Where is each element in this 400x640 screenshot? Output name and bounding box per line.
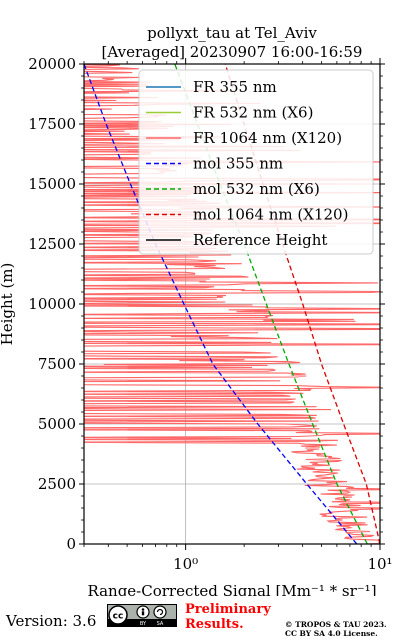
legend-label: Reference Height — [193, 231, 327, 249]
y-tick-label: 2500 — [38, 475, 76, 493]
y-tick-label: 12500 — [28, 235, 76, 253]
preliminary-line-2: Results. — [185, 617, 244, 632]
x-tick-label: 10¹ — [367, 555, 392, 573]
y-tick-label: 10000 — [28, 295, 76, 313]
y-tick-label: 15000 — [28, 175, 76, 193]
y-tick-label: 0 — [66, 535, 76, 553]
legend-label: mol 355 nm — [193, 155, 283, 173]
version-label: Version: 3.6 — [6, 612, 97, 630]
chart: pollyxt_tau at Tel_Aviv [Averaged] 20230… — [0, 24, 393, 596]
footer: Version: 3.6 cc BY SA Preliminary Result… — [0, 596, 400, 640]
legend-label: mol 1064 nm (X120) — [193, 206, 348, 224]
svg-text:cc: cc — [113, 612, 124, 622]
y-tick-label: 17500 — [28, 115, 76, 133]
legend-label: FR 532 nm (X6) — [193, 104, 313, 122]
series-line-2 — [84, 64, 380, 544]
copyright-line-2: CC BY SA 4.0 License. — [285, 629, 378, 638]
legend-label: mol 532 nm (X6) — [193, 180, 320, 198]
legend-label: FR 1064 nm (X120) — [193, 129, 342, 147]
y-tick-label: 5000 — [38, 415, 76, 433]
svg-text:BY: BY — [140, 621, 147, 627]
chart-subtitle: [Averaged] 20230907 16:00-16:59 — [102, 43, 363, 61]
x-tick-label: 10⁰ — [173, 555, 198, 573]
y-tick-label: 7500 — [38, 355, 76, 373]
chart-title: pollyxt_tau at Tel_Aviv — [147, 24, 317, 42]
copyright-notice: © TROPOS & TAU 2023. CC BY SA 4.0 Licens… — [285, 620, 387, 638]
series-line-3 — [84, 64, 358, 544]
preliminary-line-1: Preliminary — [185, 602, 271, 617]
preliminary-notice: Preliminary Results. — [185, 602, 271, 632]
y-tick-label: 20000 — [28, 55, 76, 73]
legend-label: FR 355 nm — [193, 78, 277, 96]
cc-license-icon: cc BY SA — [107, 604, 177, 627]
copyright-line-1: © TROPOS & TAU 2023. — [285, 620, 387, 629]
y-axis-label: Height (m) — [0, 263, 16, 346]
legend-box — [138, 69, 374, 255]
x-axis-label: Range-Corrected Signal [Mm⁻¹ * sr⁻¹] — [87, 582, 376, 596]
svg-text:SA: SA — [157, 621, 164, 627]
